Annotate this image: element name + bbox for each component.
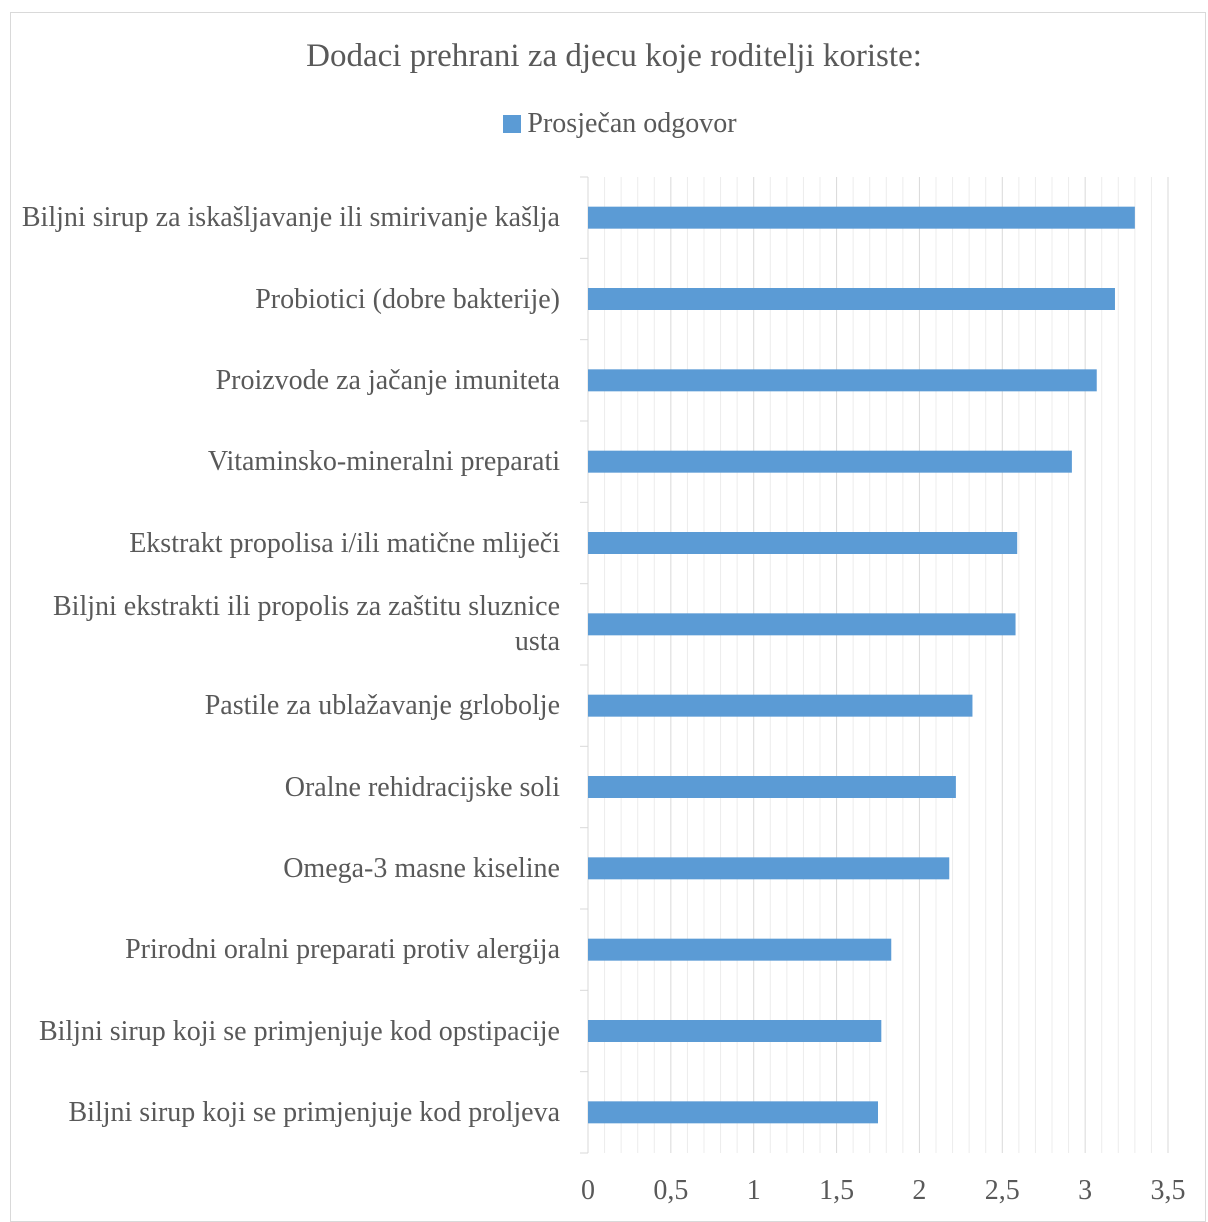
bar bbox=[588, 1020, 882, 1042]
bar bbox=[588, 206, 1135, 229]
category-label: Pastile za ublažavanje grlobolje bbox=[204, 690, 560, 722]
bar bbox=[588, 776, 956, 798]
legend: Prosječan odgovor bbox=[0, 108, 1208, 140]
category-label: Vitaminsko-mineralni preparati bbox=[207, 446, 560, 478]
category-label: Biljni sirup koji se primjenjuje kod pro… bbox=[68, 1096, 561, 1128]
x-tick-label: 3 bbox=[1078, 1175, 1092, 1206]
x-tick-label: 2,5 bbox=[985, 1175, 1020, 1206]
bar bbox=[588, 613, 1016, 636]
bar bbox=[588, 450, 1072, 473]
category-label: Biljni sirup za iskašljavanje ili smiriv… bbox=[21, 202, 560, 234]
x-tick-label: 2 bbox=[912, 1175, 926, 1206]
x-tick-label: 0 bbox=[581, 1175, 595, 1206]
bar bbox=[588, 288, 1115, 310]
category-label: Prirodni oralni preparati protiv alergij… bbox=[125, 934, 560, 966]
bar bbox=[588, 857, 950, 880]
x-tick-label: 0,5 bbox=[653, 1175, 688, 1206]
category-label: Probiotici (dobre bakterije) bbox=[255, 283, 560, 315]
bar bbox=[588, 1101, 878, 1124]
category-label: Omega-3 masne kiseline bbox=[283, 852, 560, 884]
category-label: Oralne rehidracijske soli bbox=[284, 771, 560, 803]
legend-swatch bbox=[503, 115, 522, 133]
x-tick-label: 3,5 bbox=[1151, 1175, 1186, 1206]
bar bbox=[588, 694, 973, 717]
legend-label: Prosječan odgovor bbox=[527, 108, 737, 139]
category-label: Ekstrakt propolisa i/ili matične mliječi bbox=[129, 527, 560, 559]
x-tick-label: 1 bbox=[747, 1175, 761, 1206]
bar bbox=[588, 369, 1097, 392]
category-label: Proizvode za jačanje imuniteta bbox=[215, 364, 560, 396]
category-label: Biljni sirup koji se primjenjuje kod ops… bbox=[38, 1015, 560, 1047]
category-label: Biljni ekstrakti ili propolis za zaštitu… bbox=[52, 591, 560, 658]
bar bbox=[588, 938, 892, 961]
chart-title: Dodaci prehrani za djecu koje roditelji … bbox=[306, 38, 922, 74]
bar bbox=[588, 532, 1018, 554]
x-tick-label: 1,5 bbox=[819, 1175, 854, 1206]
